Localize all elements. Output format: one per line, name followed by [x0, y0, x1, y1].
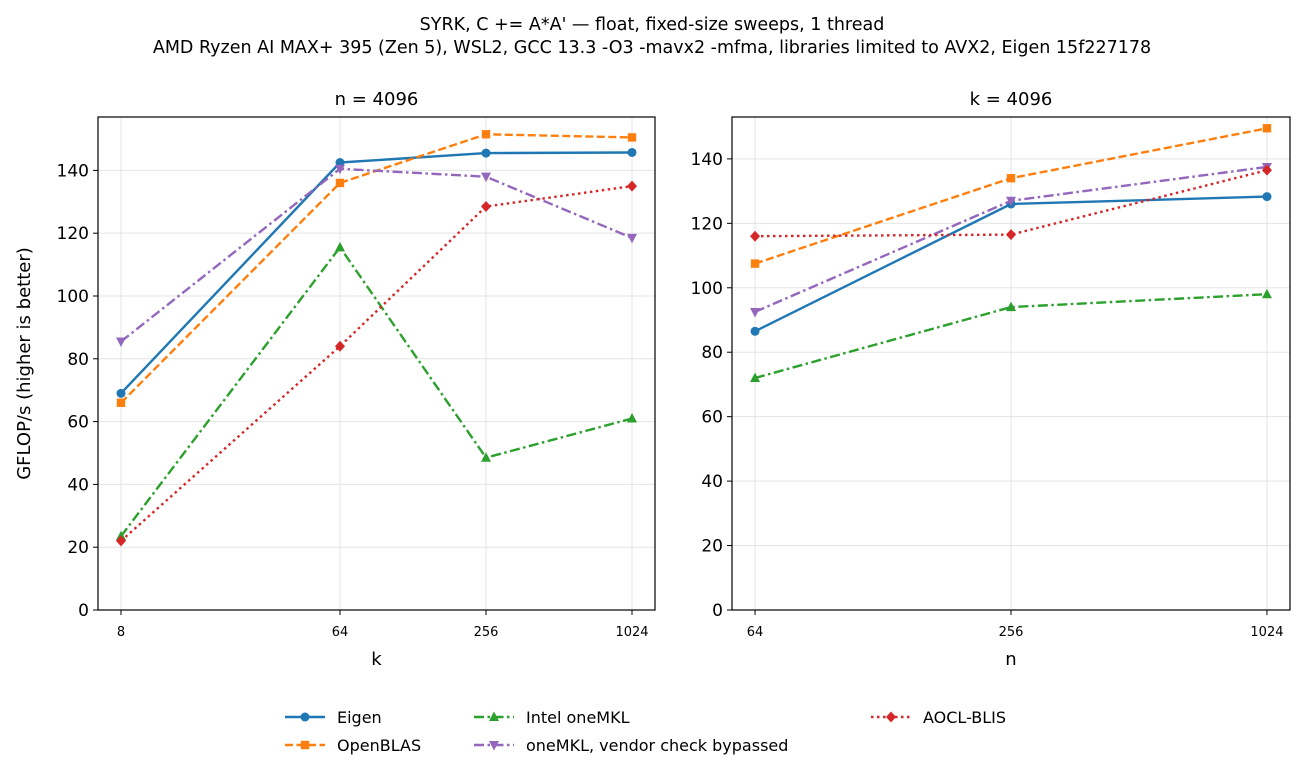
series-intel-onemkl	[115, 241, 638, 541]
left-chart-panel: n = 4096 0 20 40 60 80 100 120 140 8 64 256 1024 k GFL…	[14, 89, 656, 670]
data-point-openblas	[481, 130, 491, 139]
x-tick-label: 1024	[1250, 625, 1283, 640]
data-point-eigen	[481, 148, 491, 158]
series-aocl-blis	[750, 164, 1272, 242]
y-tick-label: 120	[691, 214, 723, 234]
x-tick-label: 8	[117, 625, 125, 640]
legend-label: Intel oneMKL	[526, 708, 630, 727]
y-tick-label: 80	[701, 343, 723, 363]
y-tick-label: 80	[67, 350, 89, 370]
chart-legend: Eigen OpenBLAS Intel oneMKL oneMKL, vendor …	[285, 708, 1006, 755]
data-point-aocl-blis	[1006, 229, 1016, 241]
data-point-onemkl-vendor-check-bypassed	[115, 337, 126, 348]
y-tick-label: 40	[67, 475, 89, 495]
x-tick-label: 1024	[615, 625, 648, 640]
legend-item-eigen: Eigen	[285, 708, 382, 727]
data-point-aocl-blis	[115, 535, 126, 547]
data-point-openblas	[335, 178, 345, 188]
legend-marker-eigen	[300, 712, 310, 722]
y-tick-label: 40	[701, 472, 723, 492]
series-eigen	[116, 147, 637, 398]
series-openblas	[750, 124, 1272, 268]
y-tick-label: 140	[57, 161, 89, 181]
series-line-onemkl-vendor-check-bypassed	[120, 167, 633, 343]
series-onemkl-vendor-check-bypassed	[115, 164, 638, 348]
panel-title: k = 4096	[970, 89, 1053, 110]
data-point-openblas	[627, 133, 637, 142]
legend-label: AOCL-BLIS	[923, 708, 1006, 727]
plot-frame	[731, 116, 1291, 611]
y-tick-label: 20	[67, 538, 89, 558]
data-point-openblas	[116, 398, 126, 407]
x-axis-label: n	[1005, 649, 1016, 670]
data-point-intel-onemkl	[1006, 301, 1016, 312]
y-axis-label: GFLOP/s (higher is better)	[14, 247, 35, 480]
data-point-onemkl-vendor-check-bypassed	[1006, 196, 1016, 207]
data-point-intel-onemkl	[1261, 288, 1272, 299]
data-point-onemkl-vendor-check-bypassed	[481, 172, 492, 183]
y-tick-label: 100	[57, 287, 89, 307]
series-line-intel-onemkl	[754, 293, 1268, 380]
series-aocl-blis	[115, 180, 638, 547]
x-tick-label: 64	[332, 625, 349, 640]
legend-marker-aocl-blis	[886, 711, 896, 723]
x-tick-label: 64	[747, 625, 764, 640]
data-point-onemkl-vendor-check-bypassed	[334, 164, 345, 175]
data-point-openblas	[1006, 174, 1016, 183]
data-point-aocl-blis	[334, 340, 345, 352]
data-point-eigen	[750, 326, 760, 336]
data-point-eigen	[1262, 192, 1272, 202]
series-line-aocl-blis	[120, 184, 633, 542]
x-axis-label: k	[371, 649, 382, 670]
panel-title: n = 4096	[335, 89, 419, 110]
data-point-eigen	[627, 147, 637, 157]
data-point-aocl-blis	[627, 180, 638, 192]
legend-label: Eigen	[337, 708, 382, 727]
x-tick-label: 256	[999, 625, 1024, 640]
figure-subtitle: AMD Ryzen AI MAX+ 395 (Zen 5), WSL2, GCC…	[153, 38, 1151, 58]
y-tick-label: 60	[701, 408, 723, 428]
y-tick-label: 60	[67, 413, 89, 433]
legend-label: oneMKL, vendor check bypassed	[526, 736, 788, 755]
legend-item-onemkl-vendor-check-bypassed: oneMKL, vendor check bypassed	[474, 736, 788, 755]
series-openblas	[116, 130, 637, 407]
plot-frame	[97, 116, 656, 611]
y-tick-label: 0	[78, 601, 89, 621]
x-tick-label: 256	[474, 625, 499, 640]
legend-item-aocl-blis: AOCL-BLIS	[871, 708, 1006, 727]
series-intel-onemkl	[750, 288, 1272, 382]
legend-label: OpenBLAS	[337, 736, 421, 755]
y-tick-label: 140	[691, 150, 723, 170]
series-line-aocl-blis	[754, 169, 1268, 238]
legend-marker-intel-onemkl	[489, 711, 499, 721]
data-point-openblas	[750, 259, 760, 268]
y-tick-label: 100	[691, 279, 723, 299]
data-point-intel-onemkl	[334, 241, 345, 252]
data-point-onemkl-vendor-check-bypassed	[627, 233, 638, 244]
y-tick-label: 120	[57, 224, 89, 244]
series-line-intel-onemkl	[120, 246, 633, 537]
data-point-intel-onemkl	[627, 412, 638, 423]
data-point-eigen	[335, 158, 345, 168]
legend-item-openblas: OpenBLAS	[285, 736, 421, 755]
figure-title: SYRK, C += A*A' — float, fixed-size swee…	[420, 15, 885, 35]
data-point-openblas	[1262, 124, 1272, 133]
series-line-eigen	[120, 151, 633, 395]
legend-marker-onemkl-vendor-check-bypassed	[489, 741, 499, 751]
data-point-intel-onemkl	[481, 452, 492, 462]
data-point-onemkl-vendor-check-bypassed	[750, 307, 761, 318]
data-point-eigen	[116, 388, 126, 398]
data-point-aocl-blis	[750, 230, 761, 242]
y-tick-label: 20	[701, 537, 723, 557]
legend-item-intel-onemkl: Intel oneMKL	[474, 708, 630, 727]
y-tick-label: 0	[712, 601, 723, 621]
data-point-aocl-blis	[1261, 164, 1272, 176]
legend-marker-openblas	[300, 740, 310, 750]
right-chart-panel: k = 4096 0 20 40 60 80 100 120 140 64 256 1024 n	[691, 89, 1291, 670]
data-point-aocl-blis	[481, 200, 492, 212]
series-line-openblas	[120, 133, 633, 404]
data-point-intel-onemkl	[750, 372, 761, 382]
